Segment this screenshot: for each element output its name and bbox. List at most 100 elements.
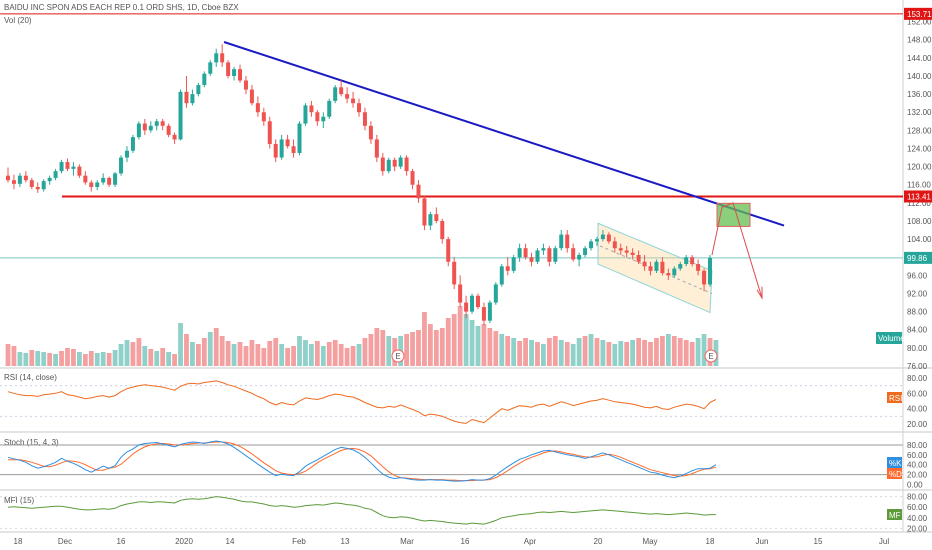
candle-body [404, 157, 409, 172]
projection-arrowhead [756, 286, 763, 300]
candle-body [475, 295, 480, 308]
candle-body [101, 177, 106, 183]
volume-label: Vol (20) [4, 16, 32, 25]
volume-bar [642, 340, 647, 366]
volume-bar [338, 344, 344, 366]
volume-bar [457, 306, 463, 366]
volume-bar [160, 348, 166, 366]
volume-bar [332, 340, 338, 366]
candle-body [660, 261, 665, 274]
volume-bar [636, 338, 642, 366]
candle-body [487, 302, 492, 321]
volume-bar [65, 348, 70, 366]
indicator-tick-label: 20.00 [907, 420, 928, 429]
indicator-tick-label: 20.00 [907, 524, 928, 533]
time-tick-label: 16 [461, 537, 470, 546]
price-tick-label: 112.00 [907, 199, 931, 208]
volume-bar [207, 332, 213, 366]
volume-bar [118, 344, 124, 366]
candle-body [95, 182, 100, 187]
volume-bar [94, 353, 100, 366]
time-tick-label: Dec [58, 537, 72, 546]
candle-body [386, 159, 391, 172]
candle-body [11, 180, 16, 184]
volume-bar [35, 351, 41, 366]
candle-body [636, 254, 641, 262]
candle-body [517, 248, 522, 258]
volume-bar [201, 338, 207, 366]
volume-bar [612, 344, 618, 366]
candle-body [315, 112, 320, 122]
rsi-line [7, 380, 717, 424]
candle-body [541, 248, 546, 251]
candle-body [547, 248, 552, 262]
volume-bar [82, 354, 88, 366]
projection-path [711, 202, 763, 299]
volume-bar [53, 354, 58, 366]
candle-body [708, 257, 712, 285]
candle-body [303, 105, 308, 124]
candle-body [226, 62, 231, 76]
stoch-d-line [8, 441, 717, 482]
volume-bar [552, 336, 558, 366]
candle-body [333, 87, 338, 101]
volume-bar [237, 342, 243, 366]
volume-bar [677, 338, 683, 366]
target-box [716, 202, 751, 227]
volume-bar [410, 332, 415, 366]
price-tick-label: 88.00 [907, 308, 928, 317]
volume-bar [422, 312, 427, 366]
volume-bar [166, 352, 172, 366]
candle-body [600, 234, 605, 240]
earnings-marker[interactable] [391, 349, 405, 363]
price-tick-label: 108.00 [907, 217, 932, 226]
volume-bar [59, 351, 64, 366]
volume-bar [350, 346, 356, 366]
candle-body [499, 266, 504, 285]
candle-body [690, 257, 695, 265]
price-tick-label: 80.00 [907, 344, 928, 353]
volume-bar [683, 340, 689, 366]
time-tick-label: Feb [292, 537, 306, 546]
candle-body [440, 220, 445, 240]
candle-body [559, 234, 564, 249]
candle-body [273, 143, 278, 158]
candle-body [190, 94, 195, 104]
volume-bar [380, 330, 386, 366]
candle-body [648, 266, 653, 271]
volume-bar [695, 338, 701, 366]
candle-body [35, 187, 40, 190]
volume-bar [291, 346, 296, 366]
volume-bar [344, 348, 350, 366]
stoch-d-badge [887, 468, 902, 479]
stoch-d-badge-label: %D [889, 470, 902, 479]
volume-bar [660, 336, 665, 366]
time-tick-label: Apr [524, 537, 537, 546]
candle-body [481, 307, 486, 321]
earnings-marker-label: E [708, 352, 713, 361]
candle-body [285, 139, 290, 147]
candle-body [59, 162, 64, 172]
candle-body [702, 270, 707, 285]
candle-body [238, 69, 243, 81]
candle-body [184, 91, 189, 104]
candle-body [594, 239, 599, 242]
earnings-marker[interactable] [704, 349, 718, 363]
volume-bar [320, 346, 326, 366]
candle-body [124, 150, 129, 158]
time-tick-label: 20 [594, 537, 603, 546]
candle-body [89, 182, 94, 187]
volume-bar [184, 334, 189, 366]
time-tick-label: May [642, 537, 657, 546]
candle-body [654, 261, 659, 271]
last-price-tag-label: 99.86 [907, 254, 928, 263]
candle-body [47, 177, 52, 182]
volume-bar [29, 350, 35, 366]
volume-bar [475, 326, 481, 366]
volume-bar [511, 338, 517, 366]
candle-body [464, 302, 469, 312]
volume-bar [505, 336, 511, 366]
top-price-tag-label: 153.71 [907, 10, 932, 19]
volume-bar [130, 342, 136, 366]
